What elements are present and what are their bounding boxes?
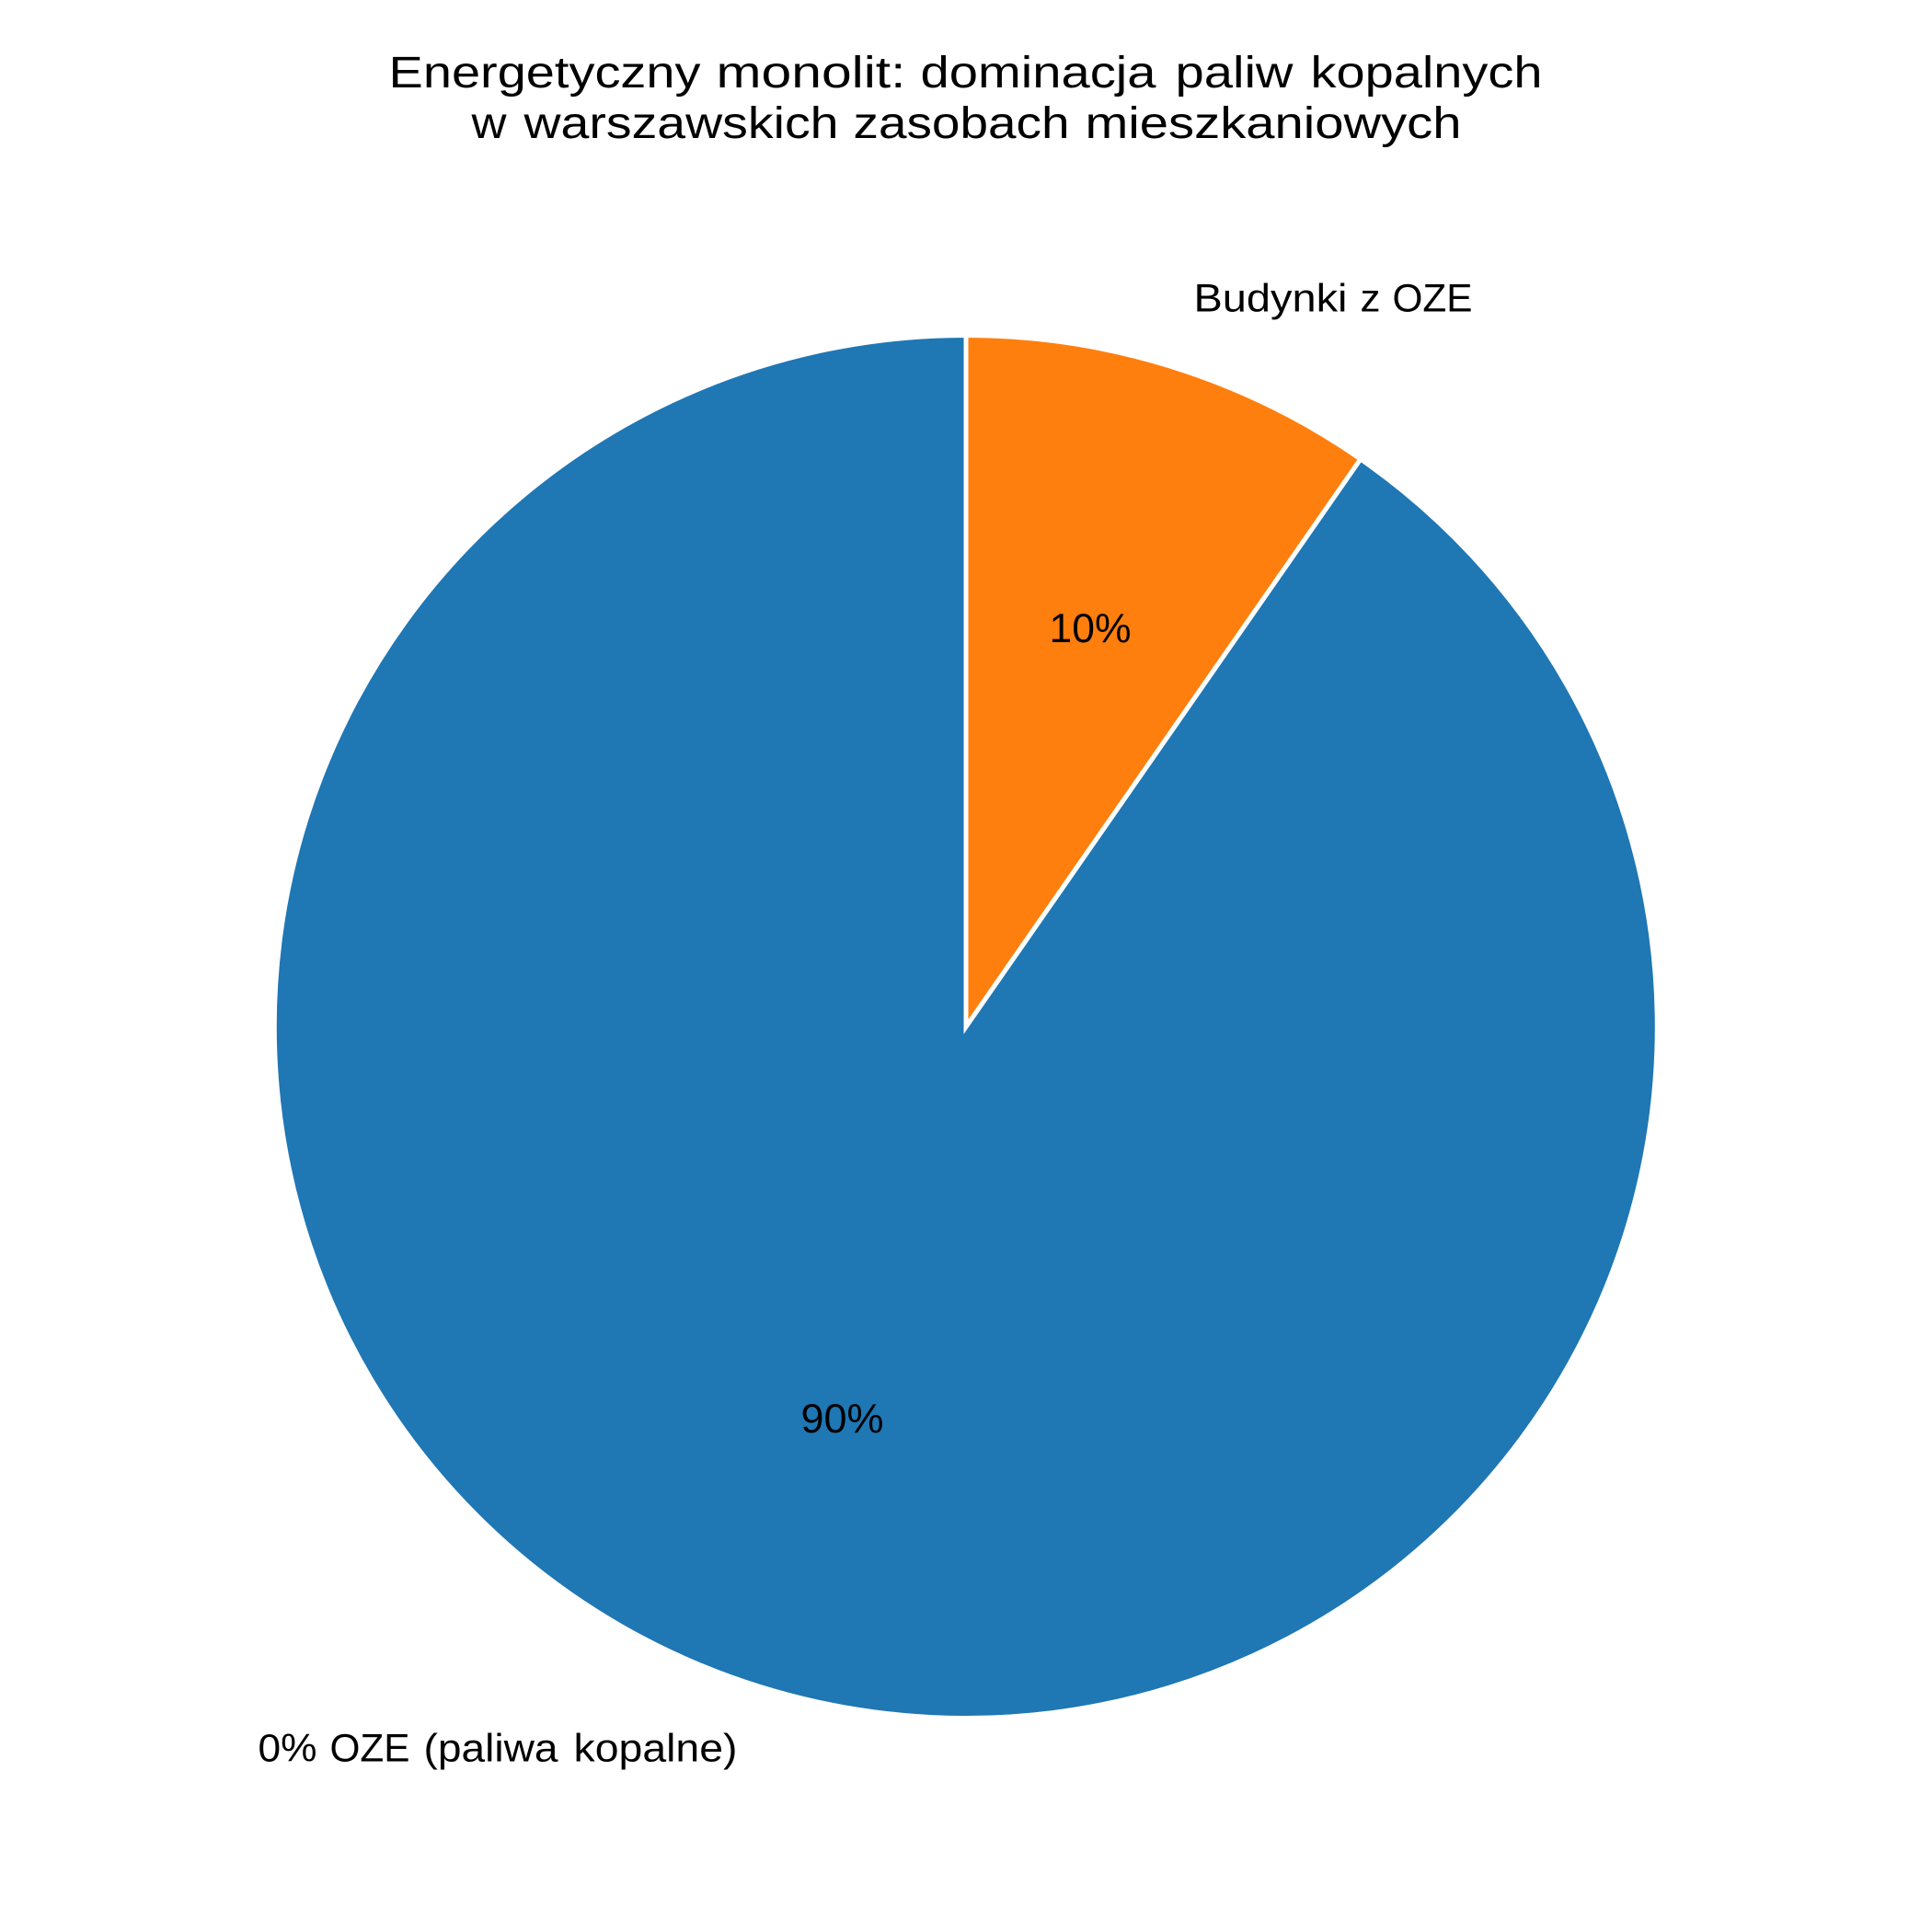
svg-text:warszawskich: warszawskich: [523, 99, 838, 148]
svg-text:paliw: paliw: [1176, 49, 1294, 98]
svg-text:0%: 0%: [259, 1727, 317, 1771]
svg-text:mieszkaniowych: mieszkaniowych: [1086, 99, 1462, 148]
svg-text:kopalne): kopalne): [574, 1727, 738, 1771]
svg-text:w: w: [470, 99, 506, 148]
svg-text:kopalnych: kopalnych: [1311, 49, 1543, 98]
svg-text:monolit:: monolit:: [717, 49, 906, 98]
svg-text:zasobach: zasobach: [854, 99, 1070, 148]
svg-text:z: z: [1361, 277, 1381, 321]
svg-text:dominacja: dominacja: [921, 49, 1156, 98]
svg-text:90%: 90%: [801, 1397, 884, 1442]
svg-text:Budynki: Budynki: [1194, 277, 1348, 321]
svg-text:10%: 10%: [1050, 606, 1132, 651]
svg-text:OZE: OZE: [330, 1727, 410, 1771]
svg-text:(paliwa: (paliwa: [424, 1727, 558, 1771]
svg-text:Energetyczny: Energetyczny: [389, 49, 701, 98]
svg-text:OZE: OZE: [1393, 277, 1473, 321]
